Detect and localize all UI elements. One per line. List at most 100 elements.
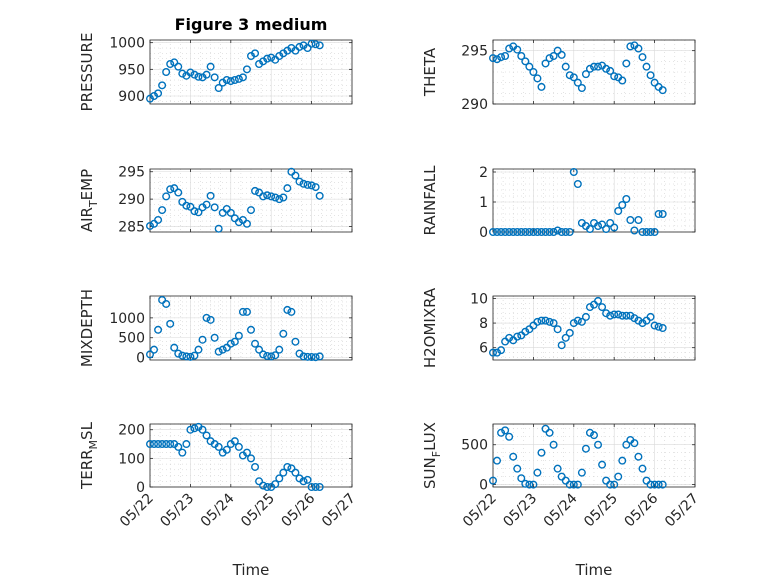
data-point	[174, 188, 183, 197]
data-point	[291, 468, 300, 477]
data-point	[585, 303, 594, 312]
data-point	[610, 223, 619, 232]
data-point	[553, 46, 562, 55]
y-axis-label-8: SUNFLUX	[421, 422, 443, 489]
data-point	[251, 49, 260, 58]
y-tick-label: 0	[479, 478, 488, 494]
data-point	[493, 55, 502, 64]
data-point	[521, 479, 530, 488]
data-point	[569, 73, 578, 82]
subplot-1: 900 950 1000	[109, 36, 353, 105]
data-point	[238, 73, 247, 82]
data-point	[594, 62, 603, 71]
data-point	[505, 44, 514, 53]
data-point	[267, 53, 276, 62]
data-point	[246, 325, 255, 334]
x-tick-label: 05/23	[500, 491, 540, 531]
data-point	[537, 316, 546, 325]
y-axis-label-5: MIXDEPTH	[78, 289, 96, 367]
data-point	[230, 214, 239, 223]
y-tick-label: 10	[470, 291, 488, 307]
data-point	[602, 309, 611, 318]
data-point	[537, 82, 546, 91]
data-point	[291, 171, 300, 180]
data-point	[513, 332, 522, 341]
y-tick-label: 295	[461, 44, 488, 60]
data-point	[154, 89, 163, 98]
data-point	[541, 424, 550, 433]
data-point	[234, 442, 243, 451]
x-tick-label: 05/26	[279, 490, 319, 530]
data-point	[650, 480, 659, 489]
y-axis-label-6: H2OMIXRA	[421, 287, 439, 368]
data-point	[509, 452, 518, 461]
data-point	[569, 167, 578, 176]
data-point	[206, 191, 215, 200]
data-point	[634, 316, 643, 325]
data-point	[311, 183, 320, 192]
data-point	[634, 452, 643, 461]
x-tick-label: 05/27	[319, 491, 359, 531]
data-point	[630, 439, 639, 448]
data-point	[299, 352, 308, 361]
data-point	[549, 319, 558, 328]
data-point	[565, 227, 574, 236]
data-point	[533, 468, 542, 477]
y-tick-label: 100	[118, 451, 145, 467]
y-tick-label: 1	[479, 195, 488, 211]
data-point	[577, 468, 586, 477]
x-tick-label: 05/22	[117, 491, 157, 531]
y-tick-label: 290	[461, 97, 488, 113]
data-point	[598, 220, 607, 229]
axes-box	[149, 295, 353, 361]
data-point	[283, 305, 292, 314]
y-tick-label: 0	[136, 351, 145, 367]
data-point	[311, 353, 320, 362]
data-point	[295, 42, 304, 51]
axes-box	[492, 168, 696, 233]
data-point	[174, 442, 183, 451]
y-axis-label-3: AIRTEMP	[78, 169, 100, 232]
data-point	[279, 468, 288, 477]
data-point	[650, 321, 659, 330]
y-tick-label: 1000	[109, 36, 145, 52]
data-point	[246, 454, 255, 463]
data-point	[158, 295, 167, 304]
data-point	[513, 227, 522, 236]
subplot-5: 0 500 1000	[109, 295, 353, 367]
svg-text:SUNFLUX: SUNFLUX	[421, 422, 443, 489]
data-point	[618, 311, 627, 320]
data-point	[222, 343, 231, 352]
data-point	[553, 464, 562, 473]
data-point	[606, 480, 615, 489]
y-tick-label: 0	[136, 480, 145, 496]
data-point	[210, 333, 219, 342]
data-point	[501, 52, 510, 61]
data-point	[658, 86, 667, 95]
data-point	[222, 445, 231, 454]
data-point	[295, 177, 304, 186]
axes-box	[492, 295, 696, 361]
data-point	[242, 219, 251, 228]
data-point	[569, 480, 578, 489]
data-point	[174, 349, 183, 358]
data-point	[561, 333, 570, 342]
data-point	[275, 474, 284, 483]
data-point	[521, 57, 530, 66]
y-tick-label: 0	[479, 225, 488, 241]
data-point	[489, 348, 498, 357]
data-point	[170, 343, 179, 352]
data-point	[218, 345, 227, 354]
data-point	[303, 180, 312, 189]
data-point	[658, 480, 667, 489]
data-point	[581, 312, 590, 321]
data-point	[606, 66, 615, 75]
data-point	[493, 348, 502, 357]
y-axis-label-4: RAINFALL	[421, 165, 439, 236]
data-point	[255, 477, 264, 486]
data-point	[525, 480, 534, 489]
data-point	[307, 39, 316, 48]
x-tick-label: 05/27	[662, 491, 702, 531]
data-point	[517, 474, 526, 483]
data-point	[162, 67, 171, 76]
